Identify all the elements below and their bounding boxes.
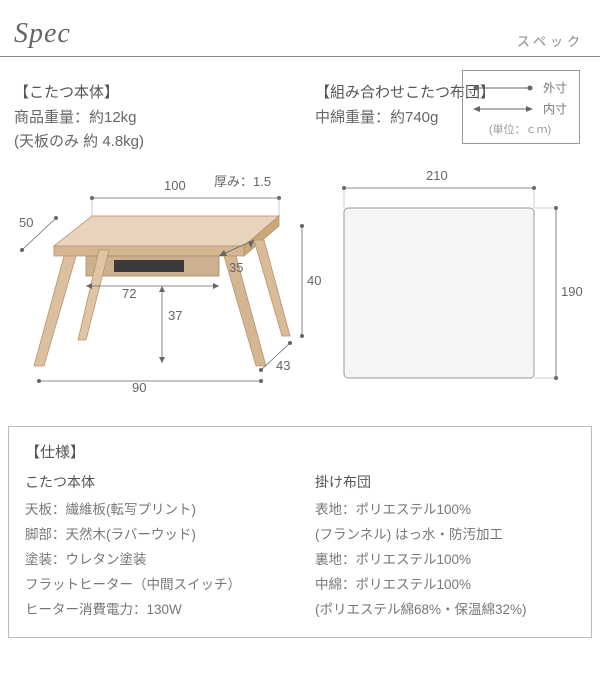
spec-body-line: ヒーター消費電力：130W [25, 598, 285, 623]
spec-box: 【仕様】 こたつ本体 天板：繊維板(転写プリント) 脚部：天然木(ラバーウッド)… [8, 426, 592, 638]
legend-inner-row: 内寸 [473, 100, 567, 117]
dim-width-top: 100 [164, 178, 186, 193]
spec-body-col: こたつ本体 天板：繊維板(転写プリント) 脚部：天然木(ラバーウッド) 塗装：ウ… [25, 472, 285, 623]
page-subtitle: スペック [517, 31, 586, 50]
page-title: Spec [14, 18, 71, 50]
spec-futon-heading: 掛け布団 [315, 472, 575, 492]
futon-height: 190 [561, 284, 583, 299]
spec-futon-col: 掛け布団 表地：ポリエステル100% (フランネル) はっ水・防汚加工 裏地：ポ… [315, 472, 575, 623]
dim-apron: 35 [229, 260, 243, 275]
spec-body-line: 天板：繊維板(転写プリント) [25, 498, 285, 523]
spec-body-line: フラットヒーター（中間スイッチ） [25, 573, 285, 598]
dim-total-height: 40 [307, 273, 321, 288]
body-top-weight: (天板のみ 約 4.8kg) [14, 130, 285, 154]
spec-body-line: 塗装：ウレタン塗装 [25, 548, 285, 573]
dim-depth: 50 [19, 215, 33, 230]
legend-box: 外寸 内寸 (単位：ｃｍ) [462, 70, 580, 144]
spec-futon-line: 裏地：ポリエステル100% [315, 548, 575, 573]
spec-futon-line: (フランネル) はっ水・防汚加工 [315, 523, 575, 548]
spec-body-line: 脚部：天然木(ラバーウッド) [25, 523, 285, 548]
body-heading: 【こたつ本体】 [14, 81, 285, 102]
body-weight: 商品重量：約12kg [14, 106, 285, 130]
dim-leg-spread: 90 [132, 380, 146, 395]
diagram-area: 50 100 厚み：1.5 72 35 37 40 90 43 210 190 [14, 168, 586, 408]
legend-unit: (単位：ｃｍ) [473, 121, 567, 137]
table-diagram: 50 100 厚み：1.5 72 35 37 40 90 43 [14, 168, 309, 398]
legend-inner-label: 内寸 [543, 100, 567, 117]
legend-outer-line [473, 83, 533, 93]
legend-inner-line [473, 104, 533, 114]
spec-columns: こたつ本体 天板：繊維板(転写プリント) 脚部：天然木(ラバーウッド) 塗装：ウ… [25, 472, 575, 623]
dim-thickness: 厚み：1.5 [214, 171, 271, 190]
header: Spec スペック [0, 0, 600, 57]
futon-width: 210 [426, 168, 448, 183]
legend-outer-row: 外寸 [473, 79, 567, 96]
spec-futon-line: (ポリエステル綿68%・保温綿32%) [315, 598, 575, 623]
spec-futon-line: 表地：ポリエステル100% [315, 498, 575, 523]
dim-leg-depth: 43 [276, 358, 290, 373]
spec-futon-line: 中綿：ポリエステル100% [315, 573, 575, 598]
spec-title: 【仕様】 [25, 441, 575, 462]
dim-inner-width: 72 [122, 286, 136, 301]
spec-body-heading: こたつ本体 [25, 472, 285, 492]
futon-diagram: 210 190 [326, 168, 576, 398]
dim-inner-height: 37 [168, 308, 182, 323]
legend-outer-label: 外寸 [543, 79, 567, 96]
body-info: 【こたつ本体】 商品重量：約12kg (天板のみ 約 4.8kg) [14, 81, 285, 154]
